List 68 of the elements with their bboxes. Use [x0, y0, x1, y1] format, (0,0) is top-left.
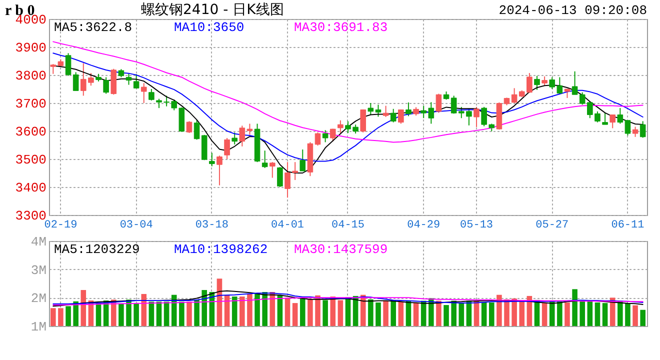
candlestick: [375, 104, 382, 118]
candlestick: [330, 128, 336, 142]
x-tick-label: 05-27: [536, 220, 569, 232]
candlestick: [382, 105, 389, 118]
candlestick: [542, 76, 548, 86]
y-tick-label: 3300: [15, 208, 46, 224]
x-tick-label: 03-18: [195, 220, 228, 232]
y-tick-label: 3M: [30, 262, 46, 278]
annotation: MA30:3691.83: [294, 20, 388, 35]
candlestick: [624, 120, 631, 136]
candlestick: [398, 108, 404, 124]
y-tick-label: 3500: [15, 152, 46, 168]
candlestick: [216, 155, 222, 186]
y-tick-label: 2M: [30, 291, 46, 306]
candlestick: [103, 76, 109, 94]
y-tick-label: 3700: [15, 96, 46, 112]
candlestick: [186, 120, 192, 134]
candlestick: [338, 120, 344, 134]
candlestick: [617, 108, 624, 124]
candlestick: [133, 74, 140, 89]
x-tick-label: 03-04: [120, 220, 154, 232]
x-tick-label: 04-01: [271, 220, 304, 232]
candlestick: [640, 120, 646, 138]
candlestick: [360, 108, 366, 133]
candlestick: [610, 114, 616, 129]
candlestick: [368, 102, 374, 116]
candlestick: [602, 112, 608, 126]
line-series: [52, 41, 644, 143]
candlestick: [262, 150, 268, 168]
y-tick-label: 3800: [15, 68, 46, 84]
candlestick: [632, 126, 638, 138]
candlestick: [232, 132, 238, 145]
x-tick-label: 06-11: [611, 220, 645, 232]
y-tick-label: 3400: [15, 180, 46, 196]
candlestick: [390, 108, 396, 123]
candlestick: [65, 52, 72, 76]
candlestick: [140, 82, 147, 104]
candlestick: [474, 106, 480, 128]
candlestick: [406, 102, 412, 117]
text: 2024-06-13 09:20:08: [498, 3, 647, 18]
annotation: MA5:3622.8: [54, 20, 132, 35]
x-tick-label: 04-29: [407, 220, 440, 232]
annotation: MA10:3650: [174, 20, 244, 35]
candlestick: [322, 130, 328, 143]
x-tick-label: 02-19: [44, 220, 78, 232]
y-tick-label: 3600: [15, 124, 46, 140]
candlestick: [224, 138, 230, 160]
candlestick: [110, 68, 117, 96]
candlestick: [209, 152, 215, 167]
line-series: [52, 297, 644, 306]
chart-title: 螺纹钢2410 - 日K线图: [141, 2, 284, 18]
y-tick-label: 1M: [30, 320, 46, 334]
x-tick-label: 04-15: [331, 220, 365, 232]
candlestick: [314, 132, 321, 146]
candlestick: [277, 166, 283, 188]
candlestick: [126, 73, 132, 86]
candlestick: [270, 162, 276, 178]
x-tick-label: 05-13: [460, 220, 494, 232]
candlestick: [148, 88, 154, 101]
y-tick-label: 4M: [30, 234, 46, 250]
candlestick: [436, 93, 442, 114]
candlestick: [300, 148, 306, 172]
annotation: MA30:1437599: [294, 242, 388, 257]
annotation: MA5:1203229: [54, 242, 140, 257]
candlestick: [72, 72, 79, 92]
annotation: MA10:1398262: [174, 242, 268, 257]
y-tick-label: 3900: [15, 40, 46, 56]
candlestick: [534, 75, 540, 90]
